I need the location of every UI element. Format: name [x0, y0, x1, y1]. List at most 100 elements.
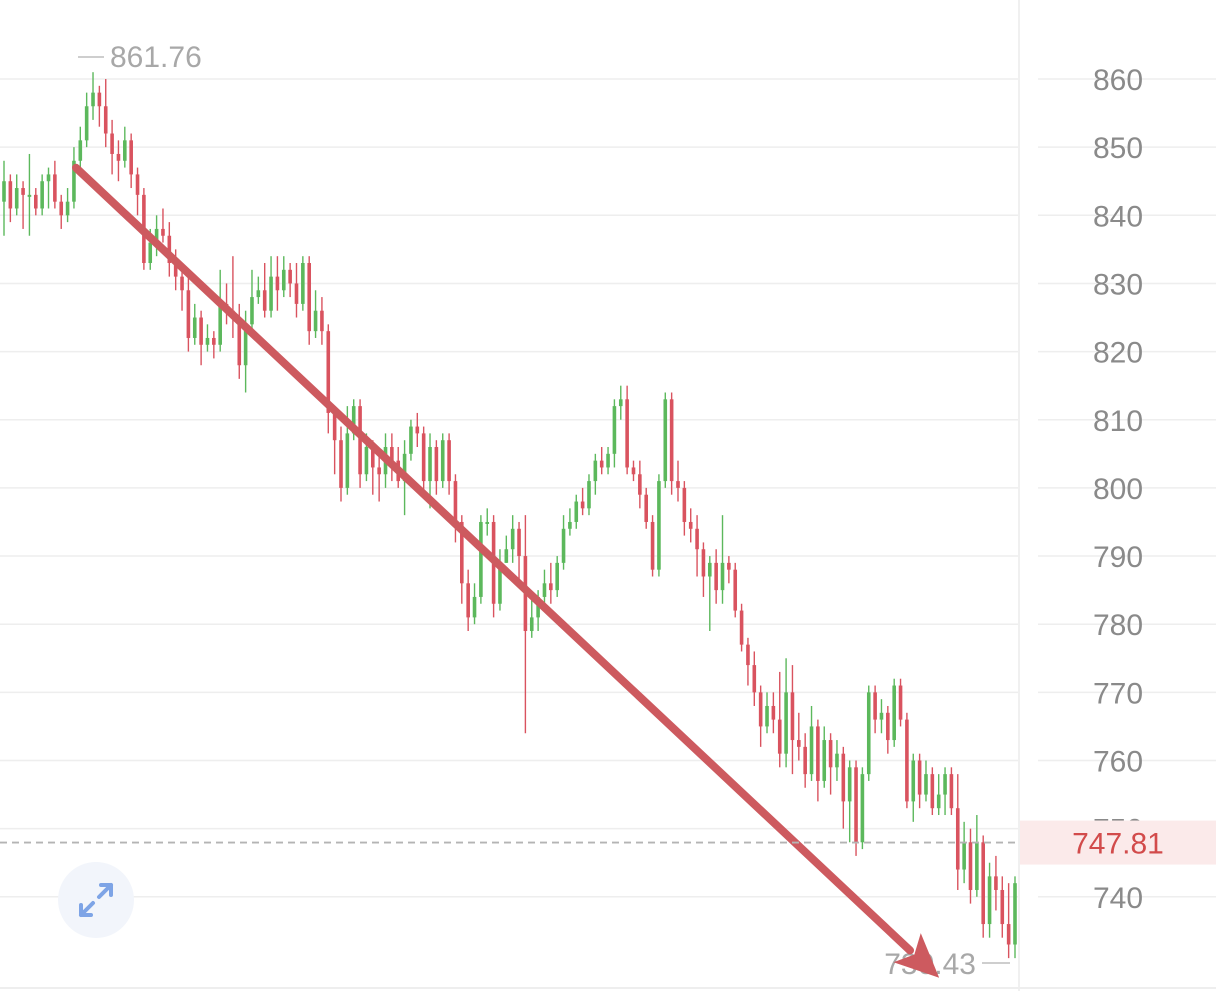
candle: [599, 447, 604, 475]
candle-body: [809, 726, 814, 775]
candle: [911, 753, 916, 822]
candle-body: [777, 719, 782, 754]
candle-body: [752, 665, 757, 693]
candle: [606, 447, 610, 475]
candle-body: [847, 767, 852, 802]
candle-body: [879, 712, 884, 720]
candle: [123, 126, 127, 168]
candle: [746, 637, 750, 686]
candle-body: [97, 92, 102, 107]
candle: [281, 256, 286, 298]
candle-body: [555, 562, 559, 591]
candle: [638, 460, 642, 509]
candle-body: [8, 181, 13, 209]
candle-body: [949, 774, 954, 809]
high-value-label: 861.76: [110, 41, 202, 74]
candle: [510, 515, 515, 563]
candle: [631, 460, 636, 482]
candle-body: [345, 433, 350, 488]
candle-body: [281, 269, 286, 291]
y-tick-label: 840: [1093, 200, 1143, 233]
candle: [326, 324, 331, 434]
candle-body: [212, 337, 216, 345]
candle: [727, 556, 731, 584]
candle-body: [841, 753, 846, 802]
candle-body: [568, 521, 572, 529]
candle: [943, 767, 947, 816]
candle-body: [40, 181, 44, 209]
candle-body: [886, 712, 890, 741]
candle: [192, 303, 197, 345]
candle: [809, 705, 814, 781]
candle-body: [123, 140, 127, 161]
y-tick-label: 860: [1093, 64, 1143, 97]
candle-body: [701, 549, 706, 577]
candle: [288, 263, 292, 298]
candle-body: [714, 562, 718, 591]
candle-body: [402, 453, 407, 482]
y-axis: 8608508408308208108007907807707607407507…: [1020, 64, 1216, 915]
candle: [84, 92, 89, 148]
candle-body: [612, 406, 617, 454]
candle: [682, 481, 687, 536]
candle-body: [860, 774, 865, 843]
candle: [618, 385, 623, 420]
candle: [720, 515, 725, 604]
candle-body: [828, 740, 833, 768]
candle-body: [421, 433, 426, 482]
candle-body: [351, 406, 356, 434]
candle: [549, 562, 553, 604]
candle-body: [91, 92, 95, 107]
candle-body: [905, 719, 909, 802]
candle-body: [733, 569, 738, 611]
candle-body: [994, 876, 998, 890]
y-tick-label: 830: [1093, 268, 1143, 301]
expand-chart-button[interactable]: [58, 862, 134, 938]
candle: [752, 651, 757, 706]
candle-body: [695, 528, 699, 550]
candle: [854, 760, 858, 856]
candle: [593, 453, 598, 495]
candle-body: [460, 521, 464, 584]
candle: [625, 385, 629, 475]
candle: [205, 324, 210, 352]
candle: [981, 835, 986, 938]
candle: [669, 392, 674, 495]
overlays: 861.76 730.43: [0, 41, 1018, 981]
candle: [390, 433, 394, 482]
candle: [542, 569, 547, 604]
candle-body: [549, 583, 553, 591]
candle-body: [618, 399, 623, 407]
candle-body: [727, 562, 731, 570]
candle: [879, 699, 884, 734]
candle: [199, 310, 203, 366]
candle-body: [135, 174, 140, 195]
candle-body: [822, 740, 827, 781]
candle-body: [790, 692, 795, 741]
y-tick-label: 770: [1093, 677, 1143, 710]
candle-body: [803, 746, 807, 775]
candle: [1000, 876, 1005, 938]
candle-body: [536, 596, 540, 618]
candle: [320, 297, 324, 345]
candle: [180, 269, 184, 311]
candle: [8, 174, 13, 223]
candle-body: [84, 106, 89, 141]
candle-body: [275, 276, 280, 291]
candle: [739, 603, 744, 652]
candle-body: [21, 188, 25, 195]
candle: [765, 692, 769, 734]
candle: [218, 269, 222, 352]
candle-body: [192, 317, 197, 338]
candle-body: [930, 774, 935, 809]
candle: [930, 767, 935, 816]
candle-body: [663, 399, 668, 482]
candle-body: [390, 447, 394, 461]
candle-body: [472, 596, 477, 618]
candle: [110, 119, 114, 175]
candle: [1013, 876, 1017, 959]
candle-body: [631, 467, 636, 475]
candle-body: [517, 528, 521, 557]
candle-body: [288, 269, 292, 284]
candle: [485, 508, 490, 536]
